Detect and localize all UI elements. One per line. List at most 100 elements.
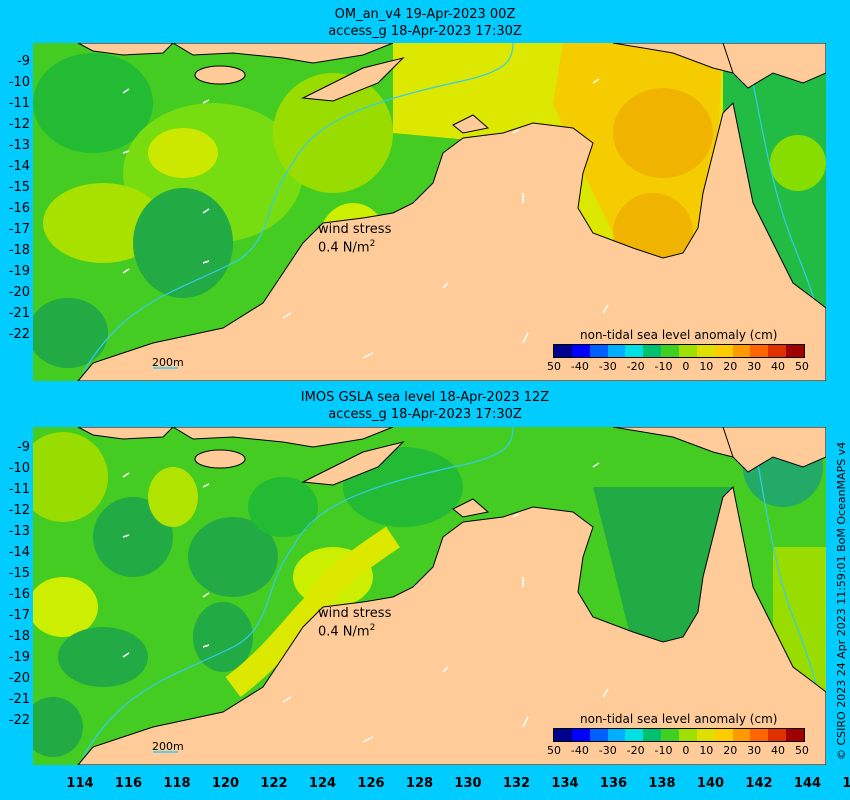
- colorbar-tick-label: 50: [794, 360, 809, 373]
- latitude-tick-label: -13: [8, 138, 30, 153]
- colorbar-swatch: [607, 345, 626, 357]
- latitude-tick-label: -19: [8, 264, 30, 279]
- colorbar-swatch: [661, 345, 680, 357]
- longitude-tick-label: 114: [66, 776, 94, 791]
- panel1-colorbar-ticks: 50 -40 -30 -20 -10 0 10 20 30 40 50: [547, 360, 809, 373]
- colorbar-tick-label: -40: [570, 744, 589, 757]
- longitude-tick-label: 122: [260, 776, 288, 791]
- panel1-title: OM_an_v4 19-Apr-2023 00Z: [334, 7, 516, 22]
- longitude-tick-label: 136: [599, 776, 628, 791]
- panel2-map[interactable]: [33, 427, 826, 765]
- longitude-tick-label: 128: [405, 776, 434, 791]
- colorbar-swatch: [607, 729, 626, 741]
- colorbar-tick-label: 50: [794, 744, 809, 757]
- longitude-tick-label: 120: [211, 776, 240, 791]
- longitude-tick-label: 138: [648, 776, 676, 791]
- latitude-tick-label: -12: [8, 117, 30, 132]
- longitude-tick-label: 146: [842, 776, 850, 791]
- latitude-tick-label: -17: [8, 222, 30, 237]
- latitude-tick-label: -14: [8, 159, 30, 174]
- latitude-tick-label: -21: [8, 306, 30, 321]
- latitude-tick-label: -18: [8, 629, 30, 644]
- latitude-tick-label: -14: [8, 545, 30, 560]
- latitude-tick-label: -10: [8, 461, 30, 476]
- colorbar-swatch: [554, 345, 572, 357]
- colorbar-swatch: [750, 729, 769, 741]
- colorbar-swatch: [696, 345, 715, 357]
- latitude-tick-label: -20: [8, 671, 30, 686]
- longitude-tick-label: 126: [357, 776, 385, 791]
- latitude-tick-label: -9: [17, 54, 30, 69]
- colorbar-swatch: [768, 729, 787, 741]
- colorbar-swatch: [786, 729, 805, 741]
- latitude-tick-label: -21: [8, 692, 30, 707]
- latitude-tick-label: -22: [8, 713, 30, 728]
- colorbar-tick-label: 0: [682, 360, 690, 373]
- latitude-tick-label: -13: [8, 524, 30, 539]
- colorbar-swatch: [661, 729, 680, 741]
- colorbar-swatch: [768, 345, 787, 357]
- colorbar-tick-label: 20: [723, 744, 738, 757]
- latitude-tick-label: -9: [17, 440, 30, 455]
- panel1-colorbar: [553, 344, 805, 358]
- colorbar-swatch: [625, 729, 644, 741]
- colorbar-swatch: [589, 345, 608, 357]
- colorbar-tick-label: 10: [699, 744, 714, 757]
- colorbar-swatch: [696, 729, 715, 741]
- panel1-wind-stress-label: wind stress 0.4 N/m2: [318, 222, 392, 256]
- latitude-tick-label: -10: [8, 75, 30, 90]
- colorbar-swatch: [732, 345, 751, 357]
- colorbar-tick-label: -10: [654, 360, 673, 373]
- longitude-tick-label: 144: [793, 776, 822, 791]
- colorbar-swatch: [732, 729, 751, 741]
- longitude-tick-label: 124: [308, 776, 337, 791]
- colorbar-tick-label: -30: [598, 360, 617, 373]
- colorbar-tick-label: 50: [547, 744, 561, 757]
- panel2-colorbar: [553, 728, 805, 742]
- colorbar-tick-label: 20: [723, 360, 738, 373]
- latitude-tick-label: -22: [8, 327, 30, 342]
- colorbar-tick-label: 40: [771, 744, 786, 757]
- latitude-tick-label: -17: [8, 608, 30, 623]
- longitude-tick-label: 140: [696, 776, 725, 791]
- latitude-tick-label: -16: [8, 201, 30, 216]
- latitude-tick-label: -15: [8, 180, 30, 195]
- latitude-tick-label: -15: [8, 566, 30, 581]
- colorbar-tick-label: -40: [570, 360, 589, 373]
- latitude-tick-label: -20: [8, 285, 30, 300]
- longitude-tick-label: 142: [745, 776, 773, 791]
- colorbar-swatch: [679, 345, 697, 357]
- colorbar-tick-label: 40: [771, 360, 786, 373]
- colorbar-tick-label: -10: [654, 744, 673, 757]
- colorbar-tick-label: -20: [626, 360, 645, 373]
- colorbar-swatch: [679, 729, 697, 741]
- panel2-scale-label: 200m: [152, 740, 184, 753]
- colorbar-swatch: [786, 345, 805, 357]
- colorbar-tick-label: 30: [747, 360, 762, 373]
- panel2-colorbar-ticks: 50 -40 -30 -20 -10 0 10 20 30 40 50: [547, 744, 809, 757]
- colorbar-swatch: [643, 345, 662, 357]
- latitude-tick-label: -16: [8, 587, 30, 602]
- panel2-wind-stress-label: wind stress 0.4 N/m2: [318, 606, 392, 640]
- colorbar-tick-label: 0: [682, 744, 690, 757]
- longitude-tick-label: 130: [454, 776, 482, 791]
- colorbar-swatch: [589, 729, 608, 741]
- panel1-scale-label: 200m: [152, 356, 184, 369]
- panel1-subtitle: access_g 18-Apr-2023 17:30Z: [328, 24, 522, 39]
- panel1-map[interactable]: [33, 43, 826, 381]
- panel2-subtitle: access_g 18-Apr-2023 17:30Z: [328, 407, 522, 422]
- latitude-tick-label: -12: [8, 503, 30, 518]
- colorbar-tick-label: 50: [547, 360, 561, 373]
- colorbar-swatch: [714, 729, 733, 741]
- panel1-legend-title: non-tidal sea level anomaly (cm): [580, 328, 778, 342]
- colorbar-swatch: [571, 729, 590, 741]
- latitude-tick-label: -11: [8, 96, 30, 111]
- colorbar-swatch: [750, 345, 769, 357]
- longitude-tick-label: 132: [502, 776, 531, 791]
- longitude-tick-label: 134: [551, 776, 579, 791]
- latitude-tick-label: -18: [8, 243, 30, 258]
- panel2-title: IMOS GSLA sea level 18-Apr-2023 12Z: [300, 390, 550, 405]
- colorbar-swatch: [571, 345, 590, 357]
- colorbar-tick-label: 30: [747, 744, 762, 757]
- colorbar-tick-label: -30: [598, 744, 617, 757]
